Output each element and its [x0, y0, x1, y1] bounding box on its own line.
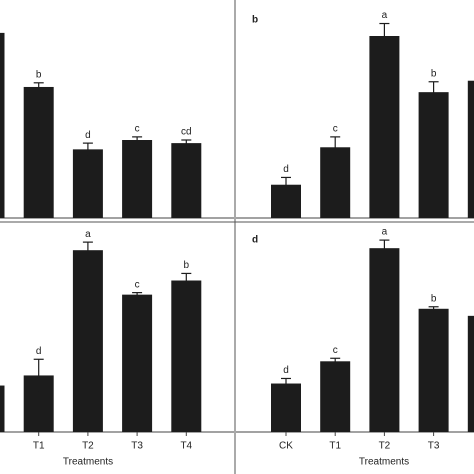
bar	[271, 383, 301, 432]
x-tick-label: T2	[82, 441, 94, 452]
panel-label: b	[252, 15, 258, 26]
significance-label: c	[135, 279, 140, 290]
bar	[369, 36, 400, 218]
bar	[122, 294, 153, 432]
significance-label: d	[283, 164, 289, 175]
significance-label: b	[431, 68, 437, 79]
bar	[0, 32, 5, 218]
significance-label: d	[85, 130, 91, 141]
bar	[171, 143, 202, 218]
bar	[467, 315, 474, 432]
significance-label: cd	[181, 127, 192, 138]
significance-label: a	[382, 227, 388, 238]
x-axis-label: Treatments	[63, 457, 113, 468]
panel-label: d	[252, 235, 258, 246]
significance-label: c	[333, 345, 338, 356]
significance-label: d	[36, 346, 42, 357]
bar	[418, 92, 449, 218]
significance-label: c	[333, 124, 338, 135]
bar	[122, 140, 153, 218]
x-tick-label: T3	[428, 441, 440, 452]
bar	[467, 80, 474, 218]
bar	[0, 385, 5, 432]
bar	[23, 86, 54, 219]
x-tick-label: T2	[379, 441, 391, 452]
significance-label: b	[184, 260, 190, 271]
significance-label: c	[135, 124, 140, 135]
x-tick-label: T4	[180, 441, 192, 452]
bar	[72, 250, 103, 432]
significance-label: a	[85, 229, 91, 240]
x-tick-label: CK	[279, 441, 293, 452]
bar	[369, 248, 400, 432]
x-tick-label: T1	[33, 441, 45, 452]
x-tick-label: T3	[131, 441, 143, 452]
significance-label: d	[283, 365, 289, 376]
significance-label: b	[431, 293, 437, 304]
significance-label: b	[36, 69, 42, 80]
bar	[320, 361, 351, 432]
bar	[171, 280, 202, 432]
bar	[320, 147, 351, 218]
bar	[72, 149, 103, 218]
x-tick-label: T1	[329, 441, 341, 452]
bar	[418, 308, 449, 432]
x-axis-label: Treatments	[359, 457, 409, 468]
significance-label: a	[382, 10, 388, 21]
